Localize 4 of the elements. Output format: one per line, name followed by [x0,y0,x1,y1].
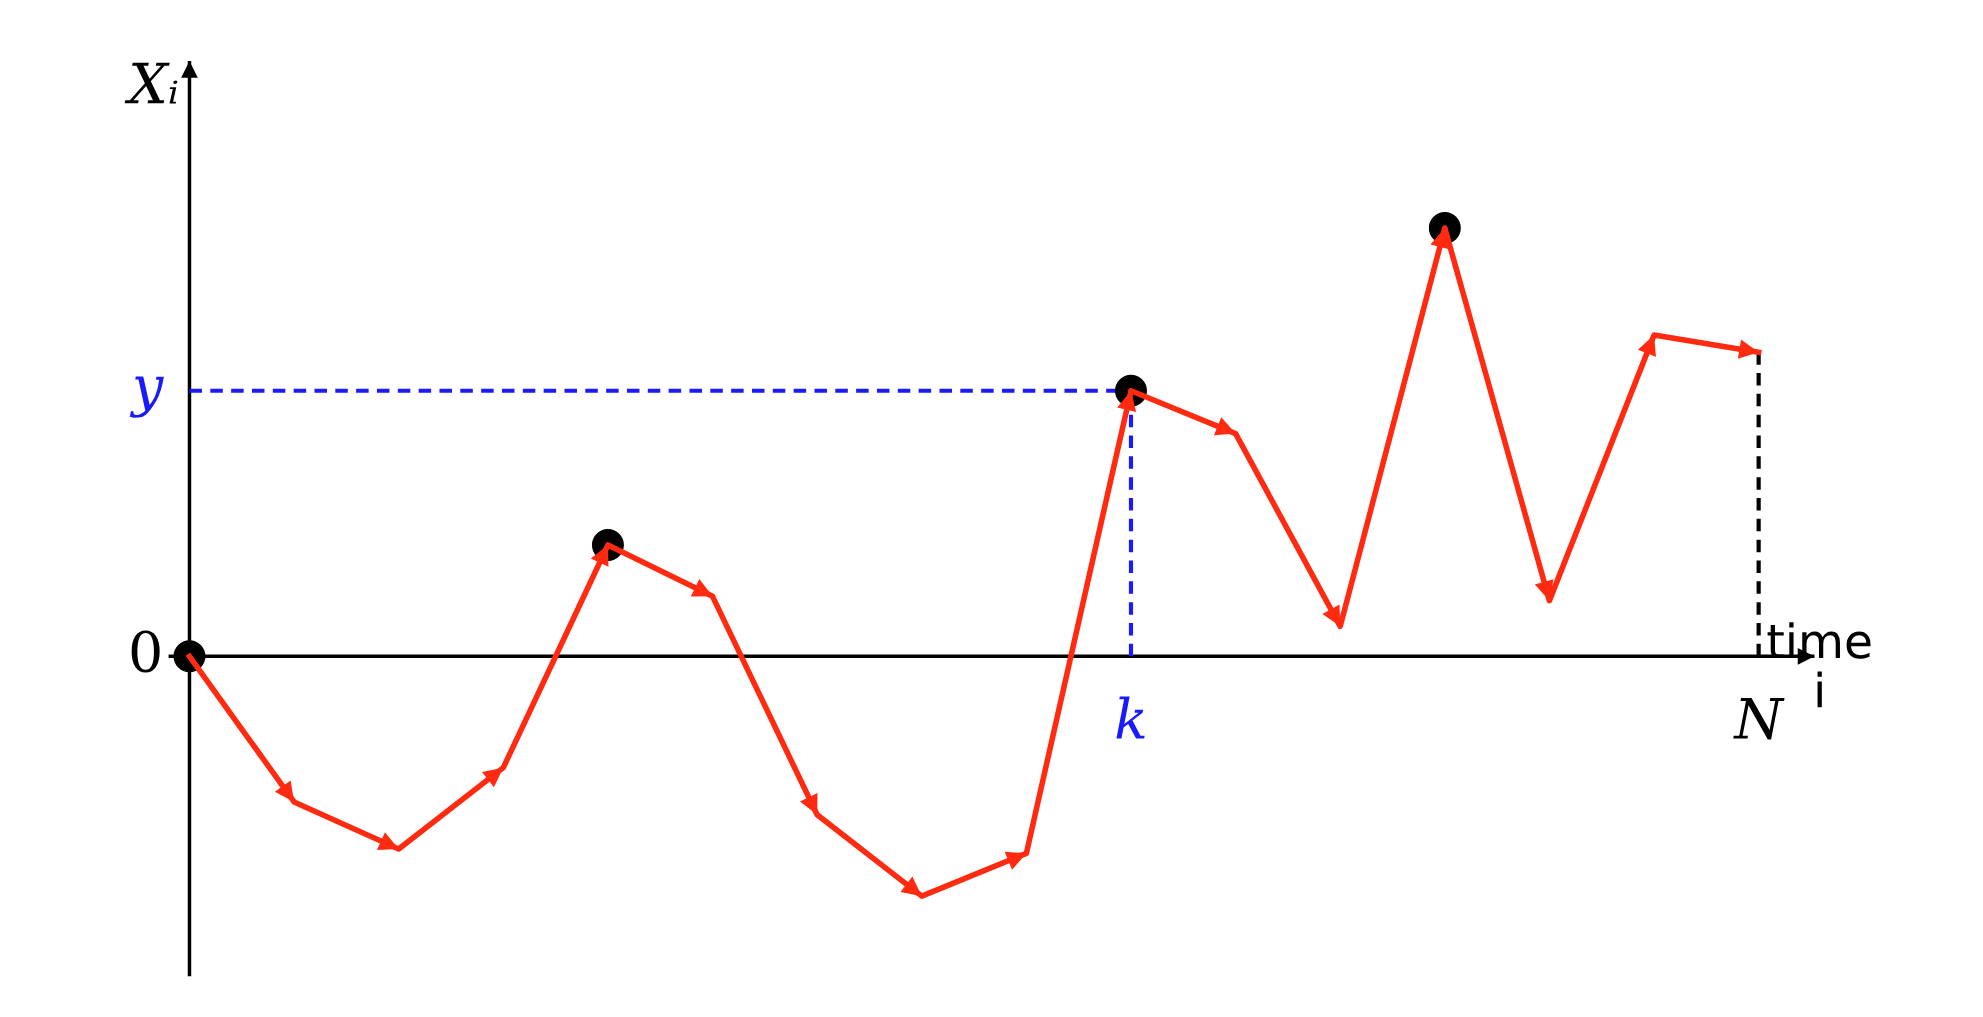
text: 0 [131,630,160,673]
x-tick-label: k [1116,696,1145,739]
ref-line-label: y [129,376,164,418]
y-axis-title: Xᵢ [124,62,178,104]
